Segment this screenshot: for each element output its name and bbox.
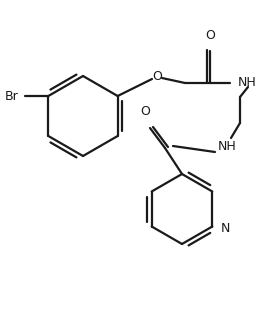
Text: Br: Br <box>5 90 18 103</box>
Text: O: O <box>140 105 150 118</box>
Text: O: O <box>205 29 215 42</box>
Text: N: N <box>220 222 230 235</box>
Text: NH: NH <box>218 141 237 154</box>
Text: NH: NH <box>238 77 257 90</box>
Text: O: O <box>152 71 162 83</box>
